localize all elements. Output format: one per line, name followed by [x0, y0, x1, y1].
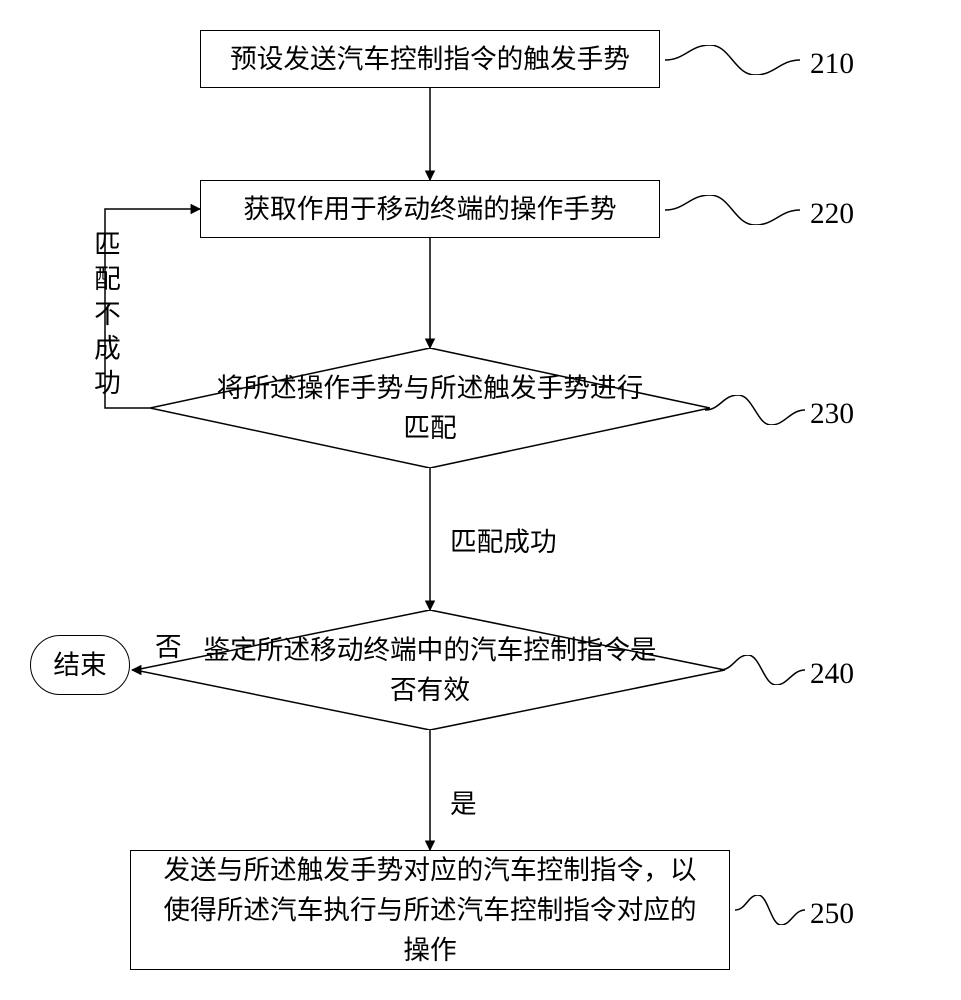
flow-node-end: 结束 — [30, 635, 130, 695]
flow-node-230: 将所述操作手势与所述触发手势进行匹配 — [150, 348, 710, 468]
flow-node-220: 获取作用于移动终端的操作手势 — [200, 180, 660, 238]
edge-label-match-success: 匹配成功 — [450, 520, 557, 559]
flow-node-240-text: 鉴定所述移动终端中的汽车控制指令是否有效 — [195, 630, 665, 710]
edge-label-yes: 是 — [450, 782, 477, 821]
ref-label-220: 220 — [810, 198, 854, 231]
ref-squiggle-240 — [720, 655, 805, 685]
edge-label-no: 否 — [155, 625, 182, 664]
ref-squiggle-210 — [665, 45, 800, 75]
ref-squiggle-220 — [665, 195, 800, 225]
flow-node-end-text: 结束 — [53, 645, 106, 685]
ref-label-250: 250 — [810, 898, 854, 931]
flow-node-250-text: 发送与所述触发手势对应的汽车控制指令，以使得所述汽车执行与所述汽车控制指令对应的… — [151, 850, 709, 970]
flow-node-210: 预设发送汽车控制指令的触发手势 — [200, 30, 660, 88]
flow-node-230-text: 将所述操作手势与所述触发手势进行匹配 — [210, 368, 650, 448]
flow-node-210-text: 预设发送汽车控制指令的触发手势 — [230, 39, 630, 79]
ref-label-230: 230 — [810, 398, 854, 431]
ref-label-240: 240 — [810, 658, 854, 691]
edge-label-match-fail: 匹配不成功 — [86, 230, 125, 403]
flow-node-250: 发送与所述触发手势对应的汽车控制指令，以使得所述汽车执行与所述汽车控制指令对应的… — [130, 850, 730, 970]
ref-squiggle-250 — [735, 895, 805, 925]
flow-node-240: 鉴定所述移动终端中的汽车控制指令是否有效 — [135, 610, 725, 730]
ref-label-210: 210 — [810, 48, 854, 81]
ref-squiggle-230 — [705, 395, 805, 425]
flow-node-220-text: 获取作用于移动终端的操作手势 — [243, 189, 616, 229]
